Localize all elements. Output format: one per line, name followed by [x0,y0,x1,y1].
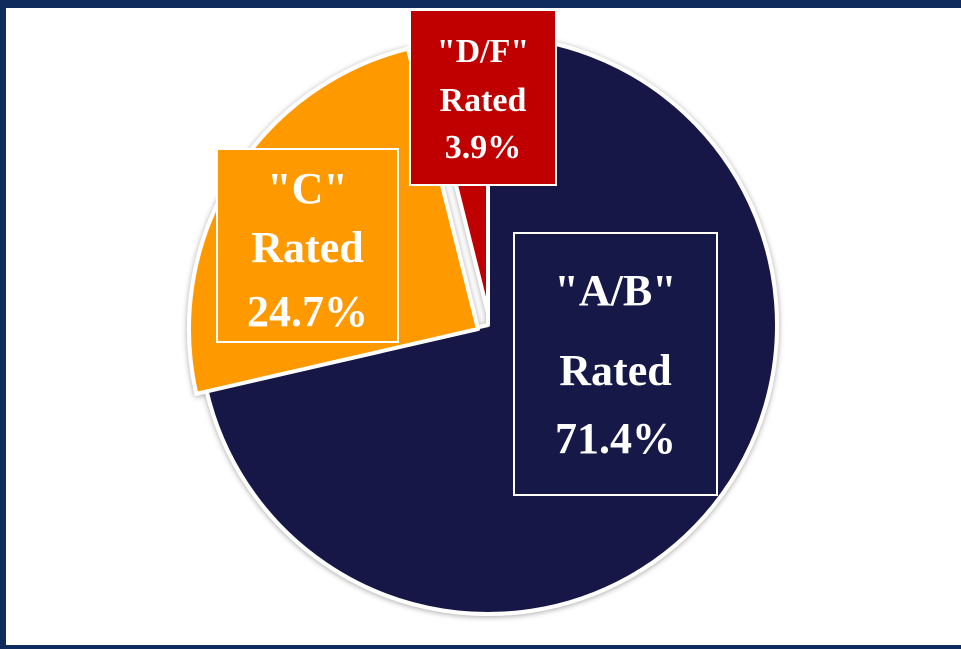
label-df: "D/F" Rated 3.9% [409,9,557,186]
label-ab: "A/B" Rated 71.4% [513,232,718,496]
label-ab-word: Rated [559,346,671,395]
label-ab-box [513,232,718,496]
label-ab-percent: 71.4% [555,414,676,463]
label-df-word: Rated [440,82,527,119]
label-df-box [409,9,557,186]
label-c-word: Rated [251,223,363,272]
label-c-box [216,148,399,343]
pie-labels: "A/B" Rated 71.4% "C" Rated 24.7% "D/F" Rated 3.… [216,9,718,496]
label-c-grade: "C" [267,164,348,213]
label-df-percent: 3.9% [445,129,522,166]
label-df-grade: "D/F" [437,33,530,70]
label-c: "C" Rated 24.7% [216,148,399,343]
label-c-percent: 24.7% [247,287,368,336]
label-ab-grade: "A/B" [554,266,676,315]
